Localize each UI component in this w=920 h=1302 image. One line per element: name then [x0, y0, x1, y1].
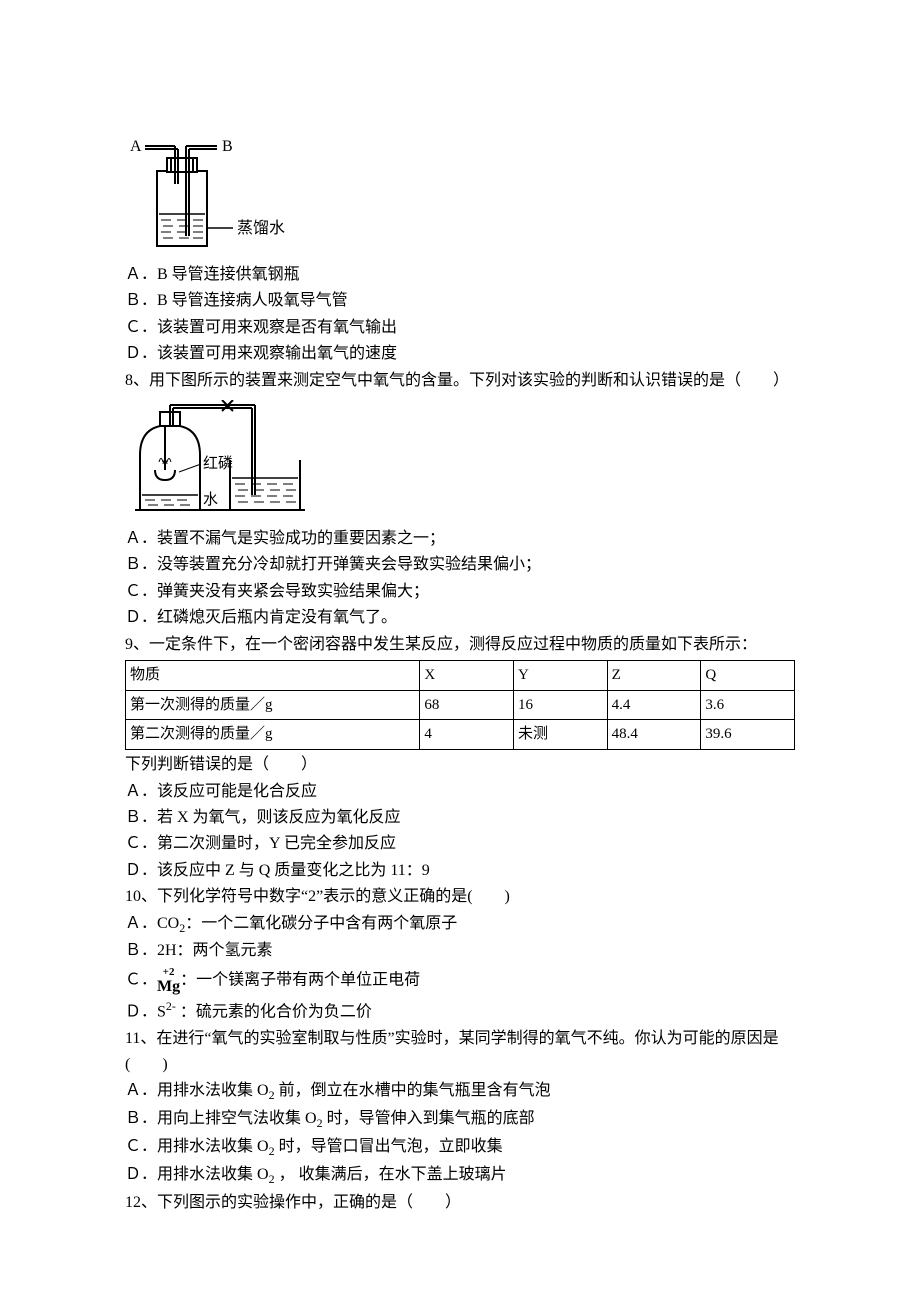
- q10-option-a: Ａ．CO2：一个二氧化碳分子中含有两个氧原子: [125, 911, 795, 939]
- table-cell: 第一次测得的质量／g: [126, 690, 420, 720]
- q11-stem: 11、在进行“氧气的实验室制取与性质”实验时，某同学制得的氧气不纯。你认为可能的…: [125, 1026, 795, 1079]
- q9-lead: 下列判断错误的是（ ）: [125, 752, 795, 778]
- label-water-2: 水: [203, 491, 218, 508]
- figure-q7-bottle: A B 蒸馏水: [125, 136, 795, 256]
- q9-option-b: Ｂ．若 X 为氧气，则该反应为氧化反应: [125, 805, 795, 831]
- table-cell: 39.6: [701, 720, 795, 750]
- q10-option-b: Ｂ．2H：两个氢元素: [125, 938, 795, 964]
- q7-option-c: Ｃ．该装置可用来观察是否有氧气输出: [125, 315, 795, 341]
- q10-option-c: Ｃ．+2Mg：一个镁离子带有两个单位正电荷: [125, 965, 795, 997]
- q10-option-d: Ｄ．S2- ：硫元素的化合价为负二价: [125, 997, 795, 1026]
- q9-table: 物质 X Y Z Q 第一次测得的质量／g 68 16 4.4 3.6 第二次测…: [125, 660, 795, 750]
- mg-valence-icon: +2Mg: [157, 963, 180, 995]
- label-red-p: 红磷: [203, 455, 233, 472]
- q9-option-d: Ｄ．该反应中 Z 与 Q 质量变化之比为 11：9: [125, 858, 795, 884]
- q8-option-d: Ｄ．红磷熄灭后瓶内肯定没有氧气了。: [125, 605, 795, 631]
- q7-option-a: Ａ．B 导管连接供氧钢瓶: [125, 262, 795, 288]
- table-cell: 3.6: [701, 690, 795, 720]
- q11-option-c: Ｃ．用排水法收集 O2 时，导管口冒出气泡，立即收集: [125, 1134, 795, 1162]
- q11-option-b: Ｂ．用向上排空气法收集 O2 时，导管伸入到集气瓶的底部: [125, 1106, 795, 1134]
- q9-option-a: Ａ．该反应可能是化合反应: [125, 779, 795, 805]
- table-cell: Z: [607, 660, 701, 690]
- q11-option-a: Ａ．用排水法收集 O2 前，倒立在水槽中的集气瓶里含有气泡: [125, 1078, 795, 1106]
- label-b: B: [222, 138, 233, 155]
- table-cell: 68: [420, 690, 514, 720]
- table-cell: 物质: [126, 660, 420, 690]
- table-cell: 未测: [514, 720, 608, 750]
- q12-stem: 12、下列图示的实验操作中，正确的是（ ）: [125, 1190, 795, 1216]
- q7-option-d: Ｄ．该装置可用来观察输出氧气的速度: [125, 341, 795, 367]
- table-cell: 16: [514, 690, 608, 720]
- table-cell: Y: [514, 660, 608, 690]
- q8-stem: 8、用下图所示的装置来测定空气中氧气的含量。下列对该实验的判断和认识错误的是（ …: [125, 368, 795, 394]
- q7-option-b: Ｂ．B 导管连接病人吸氧导气管: [125, 288, 795, 314]
- table-cell: 48.4: [607, 720, 701, 750]
- table-cell: Q: [701, 660, 795, 690]
- label-water: 蒸馏水: [237, 219, 285, 237]
- table-cell: 第二次测得的质量／g: [126, 720, 420, 750]
- figure-q8-apparatus: 红磷 水: [125, 400, 795, 520]
- table-cell: 4.4: [607, 690, 701, 720]
- table-cell: 4: [420, 720, 514, 750]
- q11-option-d: Ｄ．用排水法收集 O2 ， 收集满后，在水下盖上玻璃片: [125, 1162, 795, 1190]
- q8-option-c: Ｃ．弹簧夹没有夹紧会导致实验结果偏大；: [125, 579, 795, 605]
- label-a: A: [130, 138, 142, 155]
- q9-option-c: Ｃ．第二次测量时，Y 已完全参加反应: [125, 831, 795, 857]
- table-cell: X: [420, 660, 514, 690]
- q10-stem: 10、下列化学符号中数字“2”表示的意义正确的是( ): [125, 884, 795, 910]
- q8-option-a: Ａ．装置不漏气是实验成功的重要因素之一；: [125, 526, 795, 552]
- q8-option-b: Ｂ．没等装置充分冷却就打开弹簧夹会导致实验结果偏小；: [125, 552, 795, 578]
- q9-stem: 9、一定条件下，在一个密闭容器中发生某反应，测得反应过程中物质的质量如下表所示：: [125, 632, 795, 658]
